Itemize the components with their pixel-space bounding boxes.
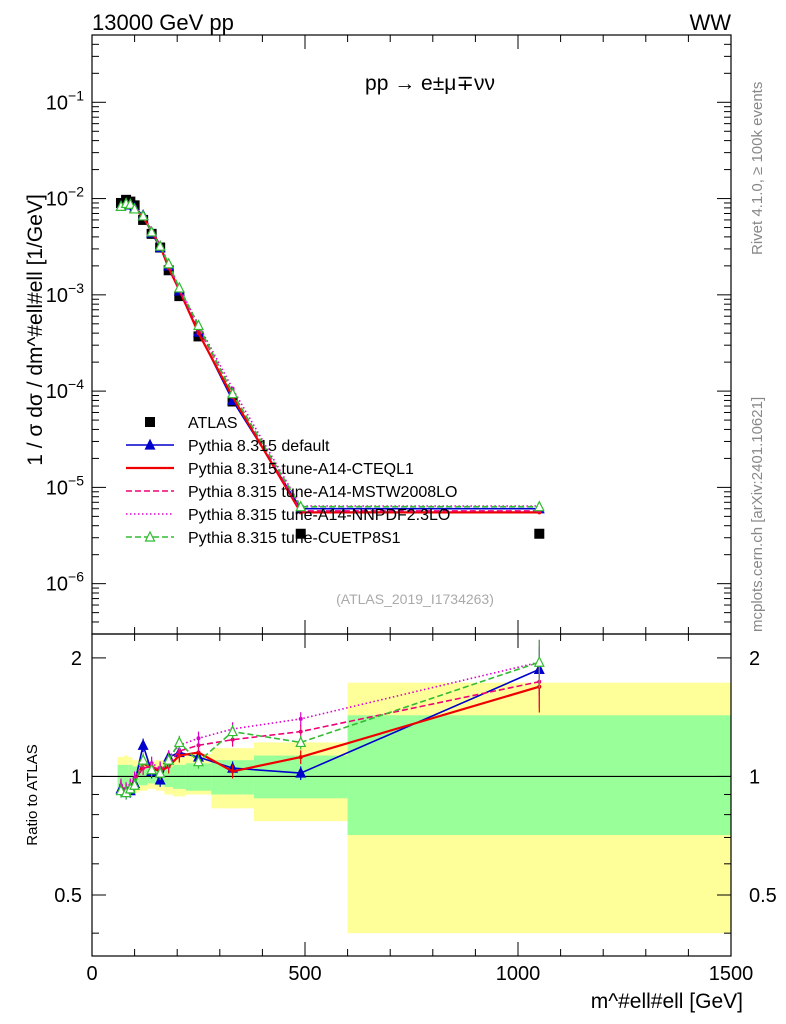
data-point [129, 202, 141, 214]
x-tick-label: 0 [86, 963, 97, 985]
ratio-xlabel: m^#ell#ell [GeV] [591, 990, 743, 1013]
ratio-point [146, 763, 158, 775]
legend-label: ATLAS [188, 415, 238, 432]
ratio-point [137, 753, 149, 765]
legend-label: Pythia 8.315 default [188, 438, 330, 455]
legend-item-atlas: ATLAS [145, 415, 238, 432]
ratio-point [173, 736, 185, 748]
ratio-point [137, 738, 149, 750]
data-point [137, 209, 149, 221]
y-tick-label: 10−3 [46, 280, 84, 307]
ratio-series-pythia-8-315-tune-cuetp8s1 [115, 639, 545, 800]
ratio-point [295, 736, 307, 748]
header-left: 13000 GeV pp [92, 10, 234, 35]
y-tick-label: 10−4 [46, 376, 84, 403]
x-tick-label: 1000 [496, 963, 541, 985]
rivet-label: Rivet 4.1.0, ≥ 100k events [749, 82, 766, 255]
legend-item-pythia-8-315-tune-a14-nnpdf2-3lo: Pythia 8.315 tune-A14-NNPDF2.3LO [126, 507, 450, 524]
legend-marker [144, 530, 156, 542]
mcplots-label: mcplots.cern.ch [arXiv:2401.10621] [749, 397, 766, 632]
ratio-point [298, 716, 303, 721]
ratio-point [132, 776, 137, 781]
legend: ATLAS Pythia 8.315 default Pythia 8.315 tu… [126, 415, 457, 547]
uncertainty-band-inner [123, 764, 129, 791]
uncertainty-band-inner [347, 715, 731, 836]
legend-label: Pythia 8.315 tune-A14-MSTW2008LO [188, 484, 457, 501]
ratio-point [298, 755, 303, 760]
data-point [146, 225, 158, 237]
data-point [173, 281, 185, 293]
ratio-y-tick-label: 0.5 [54, 885, 82, 907]
data-point [174, 291, 185, 302]
ratio-point [154, 766, 166, 778]
legend-item-pythia-8-315-tune-a14-mstw2008lo: Pythia 8.315 tune-A14-MSTW2008LO [126, 484, 457, 501]
x-tick-label: 1500 [709, 963, 754, 985]
ratio-panel: 0.5 0.5 1 1 2 2 0 500 1000 1500 Ratio to ATLAS m^… [24, 633, 777, 1013]
ratio-point [533, 655, 545, 667]
ratio-y-tick-label: 1 [71, 766, 82, 788]
ratio-y-tick-label-right: 2 [749, 648, 760, 670]
main-panel: 10−6 10−5 10−4 10−3 10−2 10−1 pp → e±μ∓νν (AT… [24, 34, 732, 635]
ratio-point [196, 736, 201, 741]
data-point [227, 387, 239, 399]
ratio-frame [91, 633, 732, 957]
ratio-point [141, 766, 146, 771]
data-point [295, 500, 307, 512]
ratio-y-tick-label-right: 1 [749, 766, 760, 788]
y-tick-label: 10−5 [46, 472, 84, 499]
legend-marker [145, 417, 155, 427]
legend-item-pythia-8-315-tune-cuetp8s1: Pythia 8.315 tune-CUETP8S1 [126, 530, 401, 547]
data-point [193, 319, 204, 331]
ratio-point [298, 729, 303, 734]
legend-label: Pythia 8.315 tune-CUETP8S1 [188, 530, 401, 547]
data-point [124, 198, 136, 209]
data-point [154, 239, 166, 251]
ratio-y-tick-label: 2 [71, 648, 82, 670]
main-title: pp → e±μ∓νν [365, 72, 495, 95]
ratio-point [230, 769, 235, 774]
ratio-point [295, 766, 307, 778]
ratio-point [230, 737, 235, 742]
ratio-point [129, 778, 141, 790]
legend-label: Pythia 8.315 tune-A14-NNPDF2.3LO [188, 507, 450, 524]
ratio-point [193, 755, 204, 767]
y-tick-label: 10−1 [46, 87, 84, 114]
main-ylabel: 1 / σ dσ / dm^#ell#ell [1/GeV] [24, 194, 47, 466]
legend-label: Pythia 8.315 tune-A14-CTEQL1 [188, 461, 414, 478]
y-tick-label: 10−2 [46, 184, 84, 211]
y-tick-label: 10−6 [46, 569, 84, 596]
legend-item-pythia-8-315-tune-a14-cteql1: Pythia 8.315 tune-A14-CTEQL1 [126, 461, 414, 478]
ratio-point [227, 725, 239, 737]
data-point [163, 257, 175, 269]
legend-item-pythia-8-315-default: Pythia 8.315 default [126, 438, 330, 455]
series-pythia-8-315-tune-cuetp8s1 [115, 197, 545, 512]
ratio-y-tick-label-right: 0.5 [749, 885, 777, 907]
ratio-ylabel: Ratio to ATLAS [24, 744, 41, 845]
x-tick-label: 500 [288, 963, 321, 985]
data-point [533, 500, 545, 512]
analysis-id: (ATLAS_2019_I1734263) [336, 591, 494, 607]
legend-marker [144, 438, 156, 450]
data-point [534, 528, 545, 539]
data-point [196, 331, 201, 336]
data-point [295, 528, 306, 539]
ratio-point [196, 750, 201, 755]
ratio-point [163, 753, 175, 765]
header-right: WW [689, 10, 731, 35]
